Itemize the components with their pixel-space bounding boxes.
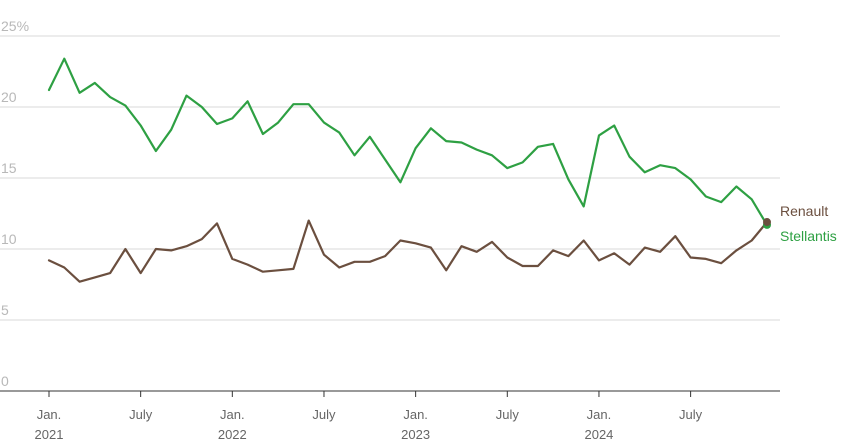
x-tick-year-label: 2021 [35, 427, 64, 442]
series-endpoint-renault [763, 218, 771, 227]
series-line-renault [47, 219, 769, 283]
x-tick-year-label: 2023 [401, 427, 430, 442]
x-tick-label: Jan. [37, 407, 62, 422]
series-labels: Stellantis Renault [780, 203, 837, 244]
x-tick-label: July [679, 407, 703, 422]
series-line-stellantis [47, 57, 769, 226]
series-label-renault: Renault [780, 203, 828, 219]
y-tick-label: 10 [1, 231, 17, 247]
y-axis-tick-labels: 0 5 10 15 20 25% [1, 18, 29, 389]
x-axis: Jan. 2021 July Jan. 2022 July Jan. 2023 July Jan.… [0, 390, 780, 442]
y-tick-label: 25% [1, 18, 29, 34]
x-tick-label: Jan. [587, 407, 612, 422]
gridlines [0, 35, 780, 321]
y-tick-label: 20 [1, 89, 17, 105]
y-tick-label: 15 [1, 160, 17, 176]
x-tick-year-label: 2024 [584, 427, 613, 442]
x-tick-year-label: 2022 [218, 427, 247, 442]
x-tick-label: Jan. [403, 407, 428, 422]
y-tick-label: 0 [1, 373, 9, 389]
x-tick-label: July [312, 407, 336, 422]
x-tick-label: Jan. [220, 407, 245, 422]
series-lines [47, 57, 771, 283]
x-tick-label: July [496, 407, 520, 422]
series-label-stellantis: Stellantis [780, 228, 837, 244]
x-tick-label: July [129, 407, 153, 422]
y-tick-label: 5 [1, 302, 9, 318]
